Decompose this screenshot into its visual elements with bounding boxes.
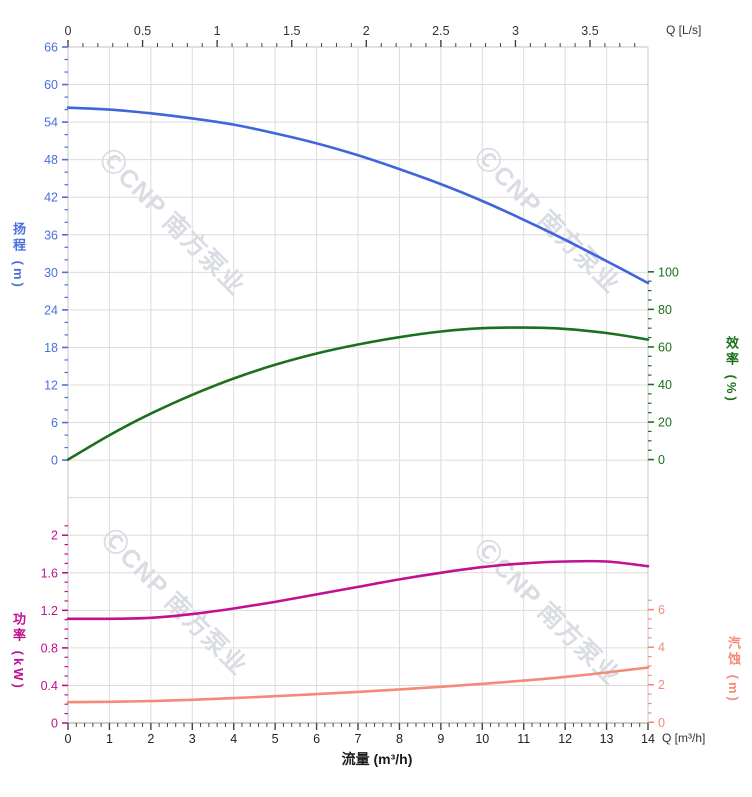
svg-text:0: 0 — [65, 24, 72, 38]
svg-text:42: 42 — [44, 191, 58, 205]
svg-text:36: 36 — [44, 228, 58, 242]
head-axis-title: 扬程 (m) — [11, 222, 26, 290]
svg-text:2: 2 — [147, 732, 154, 746]
svg-text:66: 66 — [44, 41, 58, 55]
npsh-curve — [66, 666, 650, 704]
power-curve — [66, 559, 650, 621]
svg-text:10: 10 — [475, 732, 489, 746]
svg-text:100: 100 — [658, 265, 679, 279]
svg-text:0: 0 — [658, 453, 665, 467]
svg-text:12: 12 — [44, 379, 58, 393]
npsh-axis: 0 2 4 6 — [648, 599, 665, 730]
svg-text:80: 80 — [658, 303, 672, 317]
power-axis-title: 功率 (kW) — [11, 612, 26, 691]
svg-text:2.5: 2.5 — [432, 24, 449, 38]
svg-text:0: 0 — [658, 716, 665, 730]
svg-text:54: 54 — [44, 116, 58, 130]
svg-text:30: 30 — [44, 266, 58, 280]
svg-text:1.5: 1.5 — [283, 24, 300, 38]
svg-text:1.2: 1.2 — [41, 604, 58, 618]
svg-text:0: 0 — [51, 454, 58, 468]
svg-text:0.4: 0.4 — [41, 679, 58, 693]
svg-text:0: 0 — [51, 717, 58, 731]
svg-text:5: 5 — [272, 732, 279, 746]
svg-text:2: 2 — [51, 529, 58, 543]
svg-text:2: 2 — [658, 678, 665, 692]
svg-text:20: 20 — [658, 416, 672, 430]
efficiency-curve — [66, 326, 650, 461]
svg-text:9: 9 — [437, 732, 444, 746]
npsh-axis-title: 汽蚀 (m) — [726, 636, 741, 704]
bottom-axis: 0 1 2 3 4 5 6 7 8 9 10 11 12 13 14 — [65, 723, 655, 746]
svg-text:0.8: 0.8 — [41, 641, 58, 655]
svg-text:14: 14 — [641, 732, 655, 746]
svg-text:48: 48 — [44, 153, 58, 167]
efficiency-axis: 0 20 40 60 80 100 — [648, 265, 679, 467]
head-curve — [66, 106, 650, 285]
svg-text:6: 6 — [51, 416, 58, 430]
svg-text:0.5: 0.5 — [134, 24, 151, 38]
flow-axis-title: 流量 (m³/h) — [341, 751, 413, 767]
svg-text:1: 1 — [214, 24, 221, 38]
svg-text:2: 2 — [363, 24, 370, 38]
svg-text:4: 4 — [230, 732, 237, 746]
bottom-axis-unit-label: Q [m³/h] — [662, 731, 706, 745]
svg-text:6: 6 — [658, 603, 665, 617]
svg-text:60: 60 — [44, 78, 58, 92]
svg-text:3.5: 3.5 — [581, 24, 598, 38]
grid-lines — [67, 46, 649, 724]
svg-text:6: 6 — [313, 732, 320, 746]
top-axis: 0 0.5 1 1.5 2 2.5 3 3.5 — [65, 24, 636, 47]
svg-text:11: 11 — [517, 732, 530, 746]
svg-text:0: 0 — [65, 732, 72, 746]
svg-text:60: 60 — [658, 340, 672, 354]
svg-text:7: 7 — [355, 732, 362, 746]
efficiency-axis-title: 效率 (%) — [724, 336, 739, 404]
top-axis-unit-label: Q [L/s] — [666, 23, 702, 37]
svg-text:24: 24 — [44, 303, 58, 317]
svg-text:8: 8 — [396, 732, 403, 746]
svg-text:18: 18 — [44, 341, 58, 355]
svg-text:1: 1 — [106, 732, 113, 746]
svg-text:40: 40 — [658, 378, 672, 392]
power-axis: 0 0.4 0.8 1.2 1.6 2 — [41, 525, 68, 731]
svg-text:4: 4 — [658, 641, 665, 655]
head-axis: 0 6 12 18 24 30 36 42 48 54 60 66 — [44, 41, 68, 468]
svg-text:1.6: 1.6 — [41, 566, 58, 580]
svg-text:3: 3 — [512, 24, 519, 38]
svg-text:13: 13 — [600, 732, 614, 746]
svg-text:12: 12 — [558, 732, 572, 746]
svg-text:3: 3 — [189, 732, 196, 746]
